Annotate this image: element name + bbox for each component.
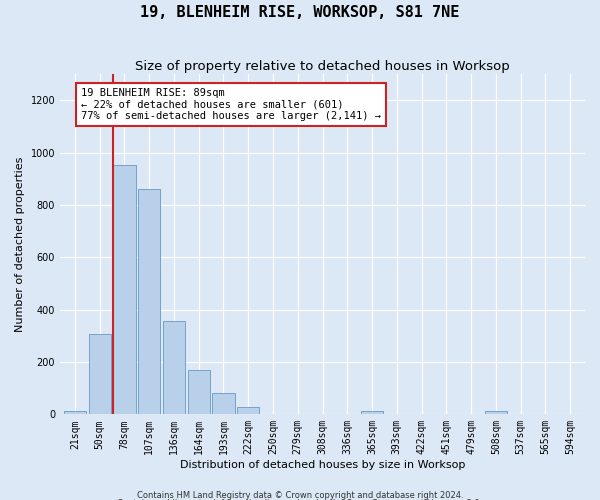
- Bar: [485, 411, 507, 414]
- Y-axis label: Number of detached properties: Number of detached properties: [15, 156, 25, 332]
- Text: 19 BLENHEIM RISE: 89sqm
← 22% of detached houses are smaller (601)
77% of semi-d: 19 BLENHEIM RISE: 89sqm ← 22% of detache…: [81, 88, 381, 121]
- Title: Size of property relative to detached houses in Worksop: Size of property relative to detached ho…: [135, 60, 510, 73]
- Bar: [113, 166, 136, 414]
- Bar: [237, 407, 259, 414]
- Text: Contains HM Land Registry data © Crown copyright and database right 2024.: Contains HM Land Registry data © Crown c…: [137, 490, 463, 500]
- Bar: [89, 334, 111, 414]
- Text: 19, BLENHEIM RISE, WORKSOP, S81 7NE: 19, BLENHEIM RISE, WORKSOP, S81 7NE: [140, 5, 460, 20]
- X-axis label: Distribution of detached houses by size in Worksop: Distribution of detached houses by size …: [180, 460, 465, 470]
- Bar: [361, 411, 383, 414]
- Bar: [64, 411, 86, 414]
- Bar: [212, 393, 235, 414]
- Bar: [138, 190, 160, 414]
- Bar: [163, 321, 185, 414]
- Bar: [188, 370, 210, 414]
